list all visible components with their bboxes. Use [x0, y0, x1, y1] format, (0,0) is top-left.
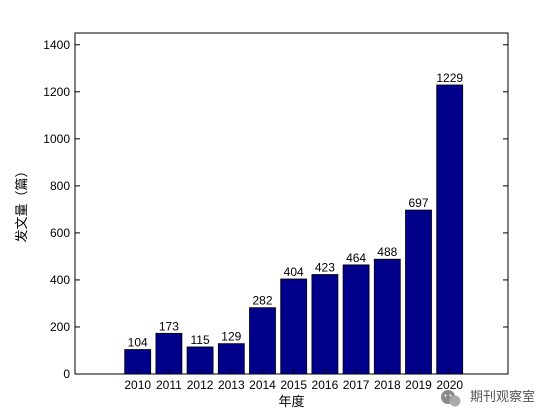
bar-value-label: 282	[252, 294, 272, 308]
watermark: 期刊观察室	[441, 389, 535, 407]
y-tick-label: 200	[50, 320, 70, 334]
bar-value-label: 1229	[436, 71, 463, 85]
bar-series: 104 173 115 129 282 404 423 464 488 697 1229	[124, 71, 464, 375]
x-tick-label: 2016	[312, 378, 339, 392]
y-tick-label: 0	[63, 367, 70, 381]
bar	[280, 278, 308, 375]
bar-value-label: 697	[408, 196, 428, 210]
y-tick-label: 400	[50, 273, 70, 287]
y-tick-label: 800	[50, 179, 70, 193]
x-axis: 2010 2011 2012 2013 2014 2015 2016 2017 2018 2019…	[124, 369, 463, 392]
bar	[342, 264, 370, 375]
bar-value-label: 104	[128, 336, 148, 350]
bar	[249, 307, 276, 375]
watermark-text: 期刊观察室	[470, 389, 535, 404]
bar	[311, 274, 339, 375]
x-axis-label: 年度	[278, 394, 304, 409]
x-tick-label: 2015	[280, 378, 307, 392]
wechat-icon	[441, 390, 461, 407]
x-tick-label: 2018	[374, 378, 401, 392]
x-tick-label: 2013	[218, 378, 245, 392]
x-tick-label: 2012	[187, 378, 214, 392]
bar	[436, 84, 464, 375]
x-tick-label: 2014	[249, 378, 276, 392]
x-tick-label: 2020	[436, 378, 463, 392]
bar-value-label: 129	[221, 330, 241, 344]
y-tick-label: 1400	[43, 38, 70, 52]
bar	[405, 209, 432, 375]
bar-value-label: 115	[191, 333, 210, 347]
bar-value-label: 423	[315, 261, 335, 275]
bar-value-label: 488	[377, 245, 397, 259]
y-axis: 0 200 400 600 800 1000 1200 1400	[43, 38, 508, 381]
y-tick-label: 600	[50, 226, 70, 240]
bar-value-label: 404	[284, 265, 304, 279]
y-axis-label: 发文量（篇）	[14, 164, 29, 242]
x-tick-label: 2019	[405, 378, 432, 392]
bar-value-label: 464	[346, 251, 366, 265]
bar	[373, 258, 401, 375]
x-tick-label: 2010	[124, 378, 151, 392]
bar-value-label: 173	[159, 319, 179, 333]
y-tick-label: 1000	[43, 132, 70, 146]
x-tick-label: 2017	[343, 378, 370, 392]
bar	[217, 343, 245, 375]
y-tick-label: 1200	[43, 85, 70, 99]
x-tick-label: 2011	[156, 378, 182, 392]
bar	[155, 332, 183, 375]
